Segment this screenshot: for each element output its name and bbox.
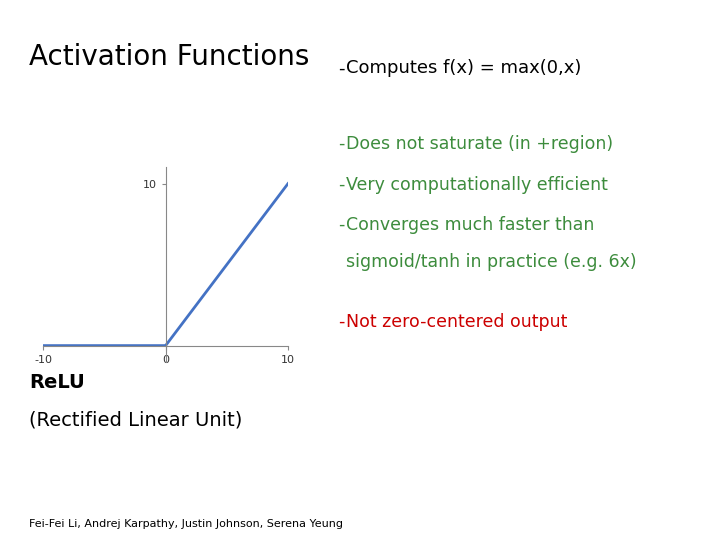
Text: Computes f(x) = max(0,x): Computes f(x) = max(0,x)	[346, 59, 581, 77]
Text: Fei-Fei Li, Andrej Karpathy, Justin Johnson, Serena Yeung: Fei-Fei Li, Andrej Karpathy, Justin John…	[29, 519, 343, 529]
Text: Activation Functions: Activation Functions	[29, 43, 309, 71]
Text: -: -	[338, 135, 345, 153]
Text: Not zero-centered output: Not zero-centered output	[346, 313, 567, 331]
Text: -: -	[338, 216, 345, 234]
Text: sigmoid/tanh in practice (e.g. 6x): sigmoid/tanh in practice (e.g. 6x)	[346, 253, 636, 271]
Text: Does not saturate (in +region): Does not saturate (in +region)	[346, 135, 613, 153]
Text: -: -	[338, 176, 345, 193]
Text: -: -	[338, 59, 345, 77]
Text: -: -	[338, 313, 345, 331]
Text: (Rectified Linear Unit): (Rectified Linear Unit)	[29, 410, 242, 429]
Text: Converges much faster than: Converges much faster than	[346, 216, 594, 234]
Text: Very computationally efficient: Very computationally efficient	[346, 176, 608, 193]
Text: ReLU: ReLU	[29, 373, 84, 392]
